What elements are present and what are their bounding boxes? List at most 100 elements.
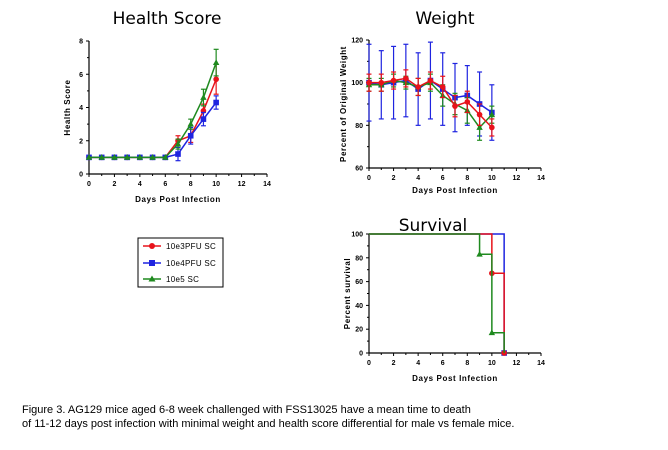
y-tick-label: 0 [79,172,83,179]
data-point [175,151,181,157]
series-10e3pfu-sc [369,233,507,356]
data-point [200,94,207,100]
data-point [136,153,144,160]
x-tick-label: 8 [189,181,193,188]
x-axis-label: Days Post Infection [135,195,221,204]
x-tick-label: 12 [513,175,521,182]
legend-triangle-marker [148,275,156,282]
y-axis-label: Percent survival [343,258,352,329]
series-10e5-sc [85,48,220,160]
x-tick-label: 4 [138,181,142,188]
data-point [174,140,182,147]
x-tick-label: 4 [416,175,420,182]
legend-label: 10e4PFU SC [166,259,216,268]
series-10e3pfu-sc [366,69,495,137]
data-point [378,79,385,86]
data-point [488,111,496,118]
legend-circle-marker [149,243,155,249]
data-point [187,132,194,139]
y-tick-label: 2 [79,138,83,145]
x-tick-label: 2 [112,181,116,188]
y-tick-label: 20 [355,327,363,334]
y-tick-label: 6 [79,72,83,79]
weight-chart: Weight Days Post Infection Percent of Orig… [339,9,545,195]
x-tick-label: 10 [488,360,496,367]
y-tick-label: 120 [351,38,363,45]
x-tick-label: 0 [367,360,371,367]
caption-line-2: of 11-12 days post infection with minima… [22,418,515,430]
x-tick-label: 8 [465,360,469,367]
figure-caption: Figure 3. AG129 mice aged 6-8 week chall… [22,403,652,431]
x-tick-label: 4 [416,360,420,367]
y-tick-label: 60 [355,166,363,173]
data-point [366,79,372,86]
data-point [427,77,434,84]
y-tick-label: 80 [355,255,363,262]
data-point [162,153,169,160]
y-tick-label: 100 [351,80,363,87]
legend-square-marker [149,260,155,266]
data-point [464,99,471,105]
x-tick-label: 14 [263,181,271,188]
legend-entry-10e5: 10e5 SC [143,275,199,284]
data-point [403,75,409,82]
series-line [369,233,505,353]
x-tick-label: 2 [392,360,396,367]
data-point [200,116,207,122]
x-tick-label: 0 [87,181,91,188]
y-axis-label: Percent of Original Weight [339,46,348,162]
x-tick-label: 10 [212,181,220,188]
data-point [212,59,220,66]
series-10e4pfu-sc [369,233,507,356]
chart-title: Weight [415,9,475,29]
legend-label: 10e5 SC [166,275,199,284]
x-tick-label: 12 [513,360,521,367]
y-tick-label: 4 [79,105,83,112]
data-point [85,153,93,160]
x-tick-label: 0 [367,175,371,182]
data-point [439,84,446,90]
x-tick-label: 6 [163,181,167,188]
data-point [476,124,483,130]
y-tick-label: 40 [355,303,363,310]
series-line [369,233,505,353]
data-point [98,153,105,160]
legend-label: 10e3PFU SC [166,242,216,251]
data-point [476,250,483,257]
data-point [111,153,118,160]
series-10e5-sc [369,233,505,353]
data-point [187,120,194,127]
series-line [89,78,217,159]
survival-chart: Survival Days Post Infection Percent survi… [343,216,545,383]
data-point [390,77,397,84]
x-tick-label: 14 [537,175,545,182]
series-line [89,62,217,159]
data-point [452,103,458,109]
data-point [415,84,421,90]
legend: 10e3PFU SC 10e4PFU SC 10e5 SC [137,237,224,288]
x-tick-label: 8 [465,175,469,182]
y-axis-label: Health Score [63,79,72,135]
x-axis-label: Days Post Infection [412,186,498,195]
data-point [213,99,219,106]
legend-box [137,237,224,288]
legend-entry-10e4pfu: 10e4PFU SC [143,259,216,268]
y-tick-label: 60 [355,279,363,286]
series-10e3pfu-sc [86,63,219,161]
y-tick-label: 8 [79,39,83,46]
data-point [489,124,495,131]
data-point [149,153,156,160]
x-tick-label: 2 [392,175,396,182]
x-tick-label: 10 [488,175,496,182]
x-tick-label: 14 [537,360,545,367]
y-tick-label: 80 [355,123,363,130]
chart-title: Survival [399,216,468,236]
x-tick-label: 6 [441,175,445,182]
data-point [488,329,496,336]
legend-entry-10e3pfu: 10e3PFU SC [143,242,216,251]
y-tick-label: 100 [351,232,363,239]
data-point [476,111,483,118]
y-tick-label: 0 [359,351,363,358]
x-tick-label: 6 [441,360,445,367]
